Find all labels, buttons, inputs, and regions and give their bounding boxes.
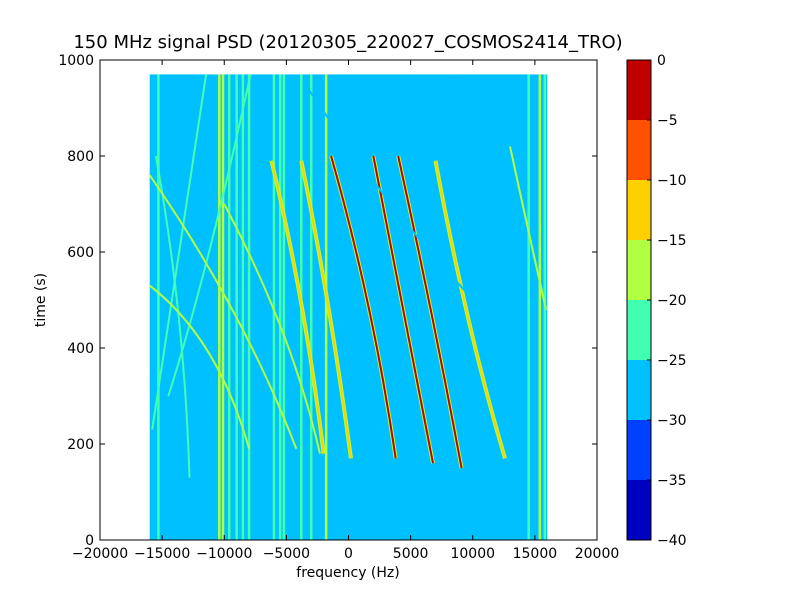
colorbar-tick-label: −35 (657, 473, 687, 489)
x-tick-label: 5000 (393, 546, 429, 562)
colorbar-segment (627, 60, 651, 120)
colorbar-segment (627, 360, 651, 420)
x-tick-label: 20000 (575, 546, 620, 562)
doppler-trace (330, 155, 397, 459)
colorbar-tick-label: 0 (657, 53, 666, 69)
x-tick-label: −15000 (134, 546, 190, 562)
doppler-trace (434, 160, 507, 459)
colorbar-segment (627, 120, 651, 180)
colorbar-tick-label: −30 (657, 413, 687, 429)
x-tick-label: −10000 (196, 546, 252, 562)
colorbar-tick-label: −15 (657, 233, 687, 249)
doppler-trace (509, 146, 548, 310)
colorbar-segment (627, 420, 651, 480)
colorbar-segment (627, 240, 651, 300)
doppler-trace (304, 83, 526, 349)
colorbar-tick-label: −20 (657, 293, 687, 309)
y-tick-label: 0 (85, 533, 94, 549)
data-background (149, 74, 548, 541)
y-axis-label: time (s) (33, 273, 49, 327)
doppler-trace (223, 203, 321, 454)
y-tick-label: 200 (67, 437, 94, 453)
doppler-trace (149, 174, 298, 450)
doppler-trace (167, 74, 252, 397)
x-axis-label: frequency (Hz) (296, 565, 399, 581)
plot-area (99, 59, 598, 541)
data-layer (149, 74, 548, 540)
colorbar-tick-label: −5 (657, 113, 678, 129)
doppler-trace (151, 74, 208, 430)
x-tick-label: −5000 (263, 546, 310, 562)
x-tick-label: −20000 (72, 546, 128, 562)
x-tick-label: 10000 (450, 546, 495, 562)
doppler-trace (440, 107, 477, 301)
chart-title: 150 MHz signal PSD (20120305_220027_COSM… (73, 32, 622, 53)
colorbar-tick-label: −10 (657, 173, 687, 189)
y-tick-label: 400 (67, 341, 94, 357)
x-axis: −20000 −15000 −10000 −5000 0 5000 10000 15000 20… (72, 60, 619, 562)
y-axis: 0 200 400 600 800 1000 (58, 53, 597, 549)
colorbar-tick-label: −25 (657, 353, 687, 369)
y-tick-label: 1000 (58, 53, 94, 69)
doppler-trace (149, 284, 251, 450)
doppler-trace (397, 155, 463, 469)
doppler-trace (372, 155, 434, 464)
doppler-trace (154, 155, 191, 478)
doppler-trace (270, 160, 325, 454)
colorbar-tick-label: −40 (657, 533, 687, 549)
x-tick-label: 0 (344, 546, 353, 562)
colorbar-segment (627, 480, 651, 540)
doppler-trace (300, 160, 352, 459)
colorbar-segment (627, 300, 651, 360)
colorbar: −40 −35 −30 −25 −20 −15 −10 −5 0 (626, 53, 687, 549)
y-tick-label: 800 (67, 149, 94, 165)
x-tick-label: 15000 (513, 546, 558, 562)
colorbar-segment (627, 180, 651, 240)
y-tick-label: 600 (67, 245, 94, 261)
